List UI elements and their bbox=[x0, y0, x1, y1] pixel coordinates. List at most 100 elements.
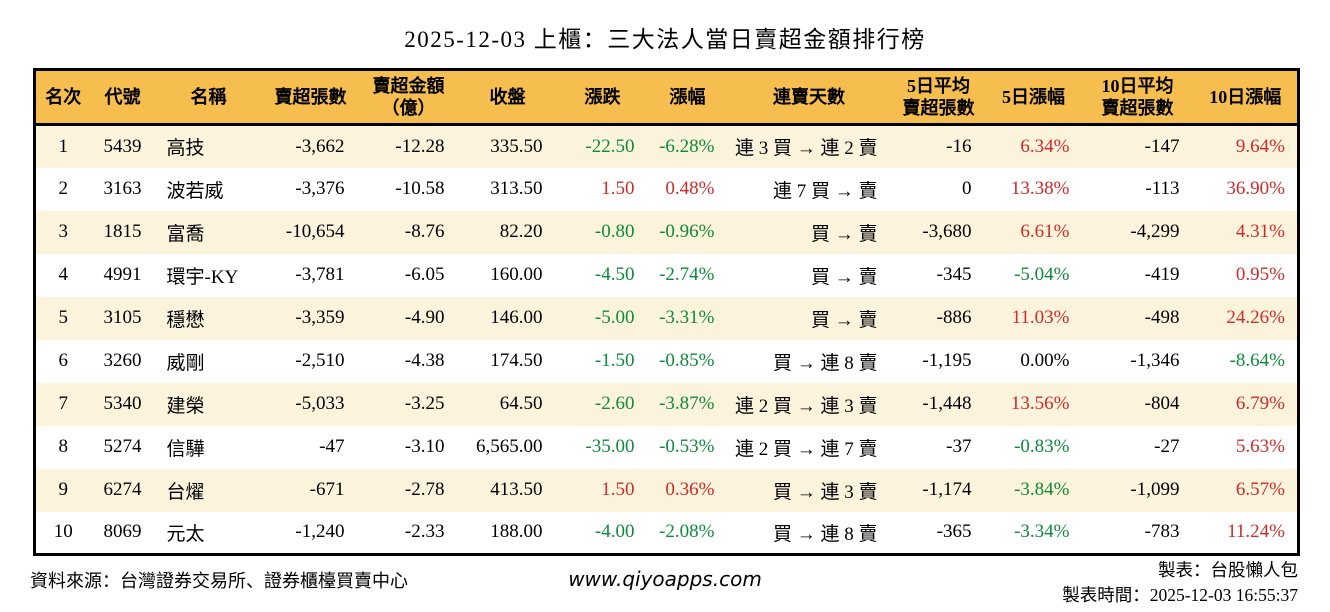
cell-change-pct: -6.28% bbox=[659, 135, 715, 157]
cell-change: -4.00 bbox=[594, 521, 635, 543]
cell-code: 5439 bbox=[103, 135, 142, 157]
cell-name: 高技 bbox=[166, 138, 205, 160]
cell-name: 穩懋 bbox=[166, 309, 205, 331]
column-header-streak: 連賣天數 bbox=[726, 69, 892, 126]
column-header-name: 名稱 bbox=[154, 69, 263, 126]
cell-pct10: 6.57% bbox=[1235, 479, 1285, 500]
cell-avg5-net-sell: -886 bbox=[936, 307, 972, 328]
cell-pct10: 5.63% bbox=[1235, 436, 1285, 457]
cell-streak: 買 → 連 8 賣 bbox=[772, 352, 878, 374]
cell-pct10: 9.64% bbox=[1235, 135, 1285, 157]
table-row: 8 5274 信驊 -47 -3.10 6,565.00 -35.00 -0.53% 連 2 買… bbox=[34, 425, 1299, 469]
cell-net-sell-volume: -5,033 bbox=[295, 393, 345, 414]
cell-rank: 7 bbox=[58, 393, 69, 414]
cell-change-pct: -0.53% bbox=[659, 436, 715, 457]
column-header-pct5: 5日漲幅 bbox=[985, 69, 1082, 126]
cell-change: -5.00 bbox=[594, 307, 635, 328]
ranking-table: 名次 代號 名稱 賣超張數 賣超金額 （億） 收盤 漲跌 漲幅 連賣天數 5日平… bbox=[33, 68, 1300, 556]
cell-streak: 買 → 連 8 賣 bbox=[772, 523, 878, 545]
table-header: 名次 代號 名稱 賣超張數 賣超金額 （億） 收盤 漲跌 漲幅 連賣天數 5日平… bbox=[34, 69, 1299, 126]
cell-net-sell-amount: -4.90 bbox=[404, 307, 445, 328]
ranking-table-container: 名次 代號 名稱 賣超張數 賣超金額 （億） 收盤 漲跌 漲幅 連賣天數 5日平… bbox=[33, 68, 1300, 556]
cell-change: -22.50 bbox=[585, 135, 635, 157]
credit-author: 製表：台股懶人包 bbox=[1158, 560, 1298, 580]
cell-pct10: -8.64% bbox=[1229, 350, 1285, 371]
table-row: 3 1815 富喬 -10,654 -8.76 82.20 -0.80 -0.96% 買 → 賣… bbox=[34, 210, 1299, 254]
table-row: 6 3260 威剛 -2,510 -4.38 174.50 -1.50 -0.85% 買 → 連… bbox=[34, 339, 1299, 383]
cell-change: 1.50 bbox=[601, 479, 635, 500]
cell-close: 174.50 bbox=[490, 350, 543, 371]
cell-avg5-net-sell: -1,195 bbox=[922, 350, 972, 371]
cell-net-sell-volume: -671 bbox=[309, 479, 345, 500]
data-source-note: 資料來源：台灣證券交易所、證券櫃檯買賣中心 bbox=[30, 571, 408, 591]
cell-name: 波若威 bbox=[166, 180, 224, 202]
table-row: 1 5439 高技 -3,662 -12.28 335.50 -22.50 -6.28% 連 3… bbox=[34, 124, 1299, 168]
cell-net-sell-volume: -2,510 bbox=[295, 350, 345, 371]
cell-pct10: 4.31% bbox=[1235, 221, 1285, 242]
cell-net-sell-volume: -3,781 bbox=[295, 264, 345, 285]
table-row: 10 8069 元太 -1,240 -2.33 188.00 -4.00 -2.08% 買 → … bbox=[34, 511, 1299, 555]
cell-net-sell-volume: -1,240 bbox=[295, 521, 345, 543]
cell-net-sell-amount: -4.38 bbox=[404, 350, 445, 371]
cell-change-pct: -0.96% bbox=[659, 221, 715, 242]
cell-change: -1.50 bbox=[594, 350, 635, 371]
cell-avg10-net-sell: -147 bbox=[1144, 135, 1180, 157]
table-row: 9 6274 台燿 -671 -2.78 413.50 1.50 0.36% 買 → 連 3 賣… bbox=[34, 468, 1299, 512]
cell-net-sell-volume: -3,359 bbox=[295, 307, 345, 328]
cell-close: 335.50 bbox=[490, 135, 543, 157]
cell-rank: 3 bbox=[58, 221, 69, 242]
cell-change: -0.80 bbox=[594, 221, 635, 242]
column-header-change: 漲跌 bbox=[556, 69, 649, 126]
cell-net-sell-volume: -3,662 bbox=[295, 135, 345, 157]
cell-change-pct: -2.74% bbox=[659, 264, 715, 285]
cell-avg5-net-sell: -3,680 bbox=[922, 221, 972, 242]
cell-pct5: 6.34% bbox=[1020, 135, 1070, 157]
cell-avg10-net-sell: -419 bbox=[1144, 264, 1180, 285]
cell-close: 160.00 bbox=[490, 264, 543, 285]
cell-change: 1.50 bbox=[601, 178, 635, 199]
cell-avg10-net-sell: -27 bbox=[1154, 436, 1180, 457]
cell-name: 威剛 bbox=[166, 352, 205, 374]
cell-avg5-net-sell: -1,448 bbox=[922, 393, 972, 414]
cell-pct10: 36.90% bbox=[1226, 178, 1285, 199]
cell-code: 1815 bbox=[103, 221, 142, 242]
cell-rank: 5 bbox=[58, 307, 69, 328]
column-header-avg10-net-sell: 10日平均 賣超張數 bbox=[1081, 69, 1194, 126]
cell-rank: 10 bbox=[53, 521, 73, 543]
cell-rank: 2 bbox=[58, 178, 69, 199]
cell-change-pct: -3.87% bbox=[659, 393, 715, 414]
table-row: 7 5340 建榮 -5,033 -3.25 64.50 -2.60 -3.87% 連 2 買 … bbox=[34, 382, 1299, 426]
cell-rank: 8 bbox=[58, 436, 69, 457]
cell-close: 188.00 bbox=[490, 521, 543, 543]
cell-name: 信驊 bbox=[166, 438, 205, 460]
cell-pct5: 13.38% bbox=[1010, 178, 1070, 199]
cell-code: 3163 bbox=[103, 178, 142, 199]
cell-code: 5274 bbox=[103, 436, 142, 457]
cell-code: 5340 bbox=[103, 393, 142, 414]
cell-close: 6,565.00 bbox=[476, 436, 543, 457]
cell-avg10-net-sell: -804 bbox=[1144, 393, 1180, 414]
column-header-close: 收盤 bbox=[458, 69, 557, 126]
cell-net-sell-amount: -2.33 bbox=[404, 521, 445, 543]
website-link[interactable]: www.qiyoapps.com bbox=[568, 567, 762, 591]
cell-streak: 連 2 買 → 連 7 賣 bbox=[734, 438, 878, 460]
cell-rank: 6 bbox=[58, 350, 69, 371]
cell-rank: 9 bbox=[58, 479, 69, 500]
cell-net-sell-amount: -12.28 bbox=[395, 135, 445, 157]
cell-change: -4.50 bbox=[594, 264, 635, 285]
cell-change-pct: -3.31% bbox=[659, 307, 715, 328]
cell-change: -2.60 bbox=[594, 393, 635, 414]
cell-streak: 連 3 買 → 連 2 賣 bbox=[734, 138, 878, 160]
cell-streak: 買 → 賣 bbox=[810, 309, 878, 331]
cell-net-sell-volume: -10,654 bbox=[285, 221, 345, 242]
page-title: 2025-12-03 上櫃：三大法人當日賣超金額排行榜 bbox=[404, 27, 926, 52]
cell-close: 146.00 bbox=[490, 307, 543, 328]
table-row: 2 3163 波若威 -3,376 -10.58 313.50 1.50 0.48% 連 7 買… bbox=[34, 167, 1299, 211]
cell-pct5: -3.84% bbox=[1014, 479, 1070, 500]
column-header-code: 代號 bbox=[90, 69, 155, 126]
cell-name: 建榮 bbox=[166, 395, 205, 417]
cell-pct5: -5.04% bbox=[1014, 264, 1070, 285]
cell-change: -35.00 bbox=[585, 436, 635, 457]
cell-change-pct: 0.36% bbox=[665, 479, 715, 500]
cell-code: 4991 bbox=[103, 264, 142, 285]
